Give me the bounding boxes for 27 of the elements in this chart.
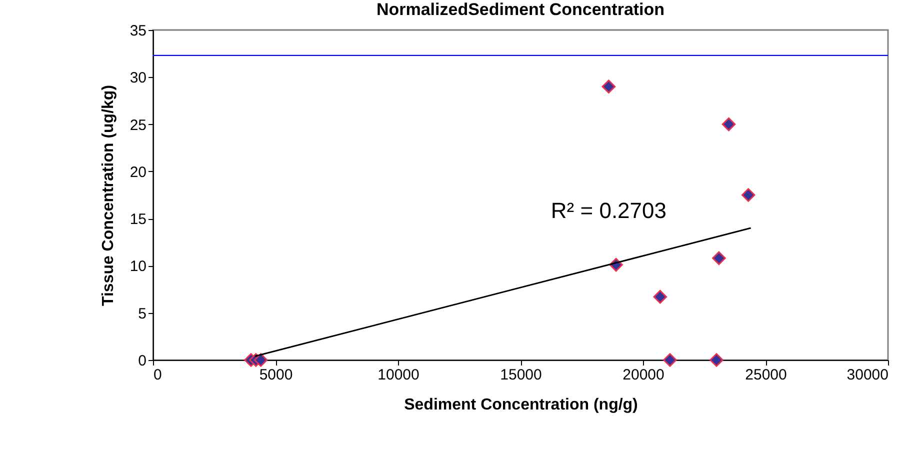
point <box>722 117 736 132</box>
x-tick-label: 0 <box>154 366 162 384</box>
chart-title: NormalizedSediment Concentration <box>376 0 665 19</box>
point <box>602 80 616 94</box>
y-tick-label: 5 <box>138 305 146 322</box>
y-tick-label: 30 <box>130 70 146 87</box>
x-tick-label: 20000 <box>622 366 664 384</box>
x-tick-label: 25000 <box>745 366 787 384</box>
x-tick-label: 5000 <box>259 366 293 384</box>
x-tick-label: 15000 <box>500 366 542 384</box>
point <box>741 188 756 202</box>
x-tick-label: 30000 <box>846 366 888 384</box>
x-tick-label: 10000 <box>378 366 420 384</box>
point <box>653 290 668 304</box>
y-tick-label: 0 <box>138 352 146 370</box>
y-tick-label: 25 <box>130 116 146 134</box>
y-axis-title: Tissue Concentration (ug/kg) <box>100 84 117 306</box>
point <box>710 353 724 367</box>
y-tick-label: 35 <box>130 22 146 40</box>
point <box>663 353 677 367</box>
point <box>712 251 726 266</box>
y-tick-label: 10 <box>130 258 146 276</box>
y-tick-label: 15 <box>130 211 146 228</box>
y-tick-label: 20 <box>130 164 146 181</box>
annotation: R² = 0.2703 <box>550 198 666 224</box>
x-axis-title: Sediment Concentration (ng/g) <box>404 396 638 414</box>
point <box>254 353 268 367</box>
